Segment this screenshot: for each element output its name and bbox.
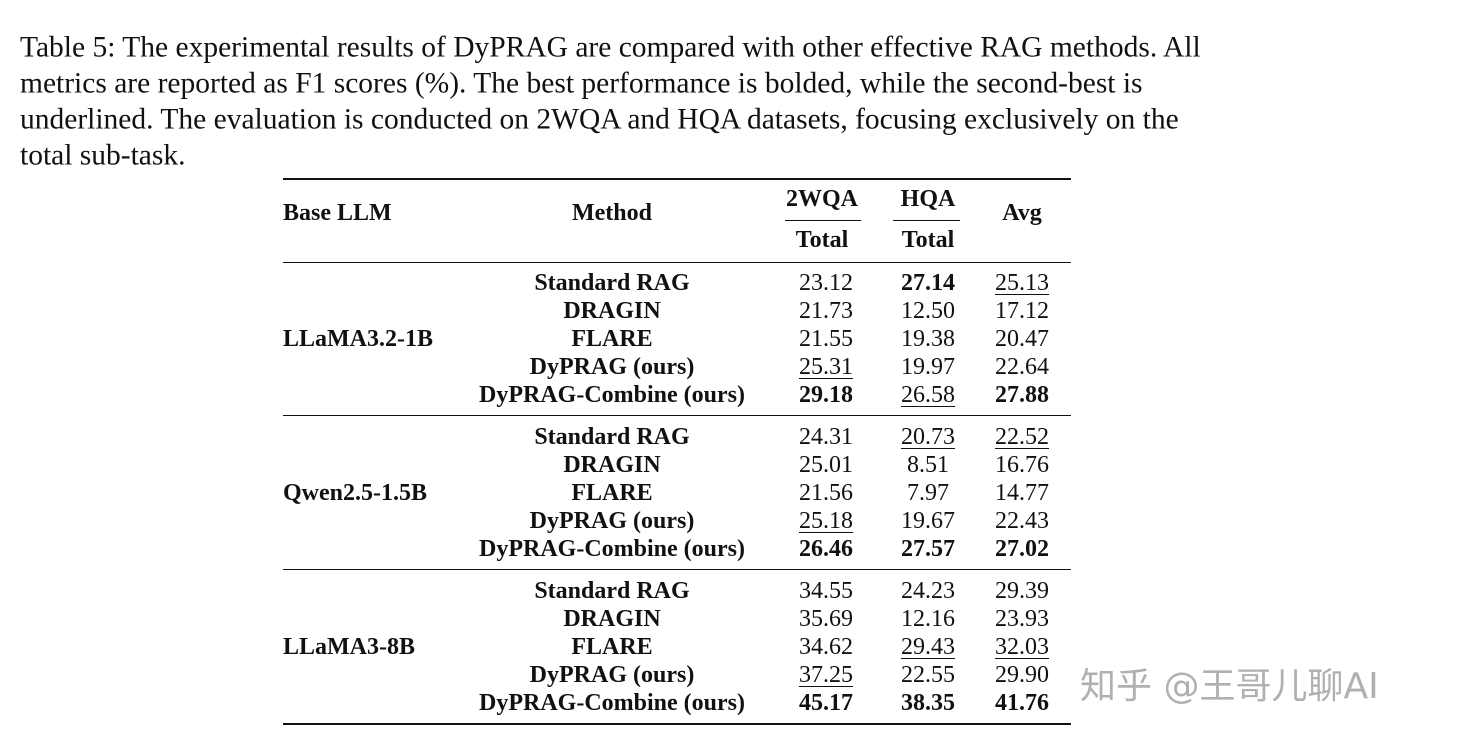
table-rule xyxy=(283,415,1071,416)
cell-value: 29.39 xyxy=(995,578,1049,604)
base-llm: LLaMA3-8B xyxy=(283,634,415,660)
table-rule xyxy=(785,220,861,221)
cell-value: 17.12 xyxy=(995,298,1049,324)
cell-value: 20.47 xyxy=(995,326,1049,352)
cell-value: 22.43 xyxy=(995,508,1049,534)
cell-value: 45.17 xyxy=(799,690,853,716)
method: DyPRAG-Combine (ours) xyxy=(479,690,745,716)
caption-line: total sub-task. xyxy=(20,139,186,172)
cell-value: 25.01 xyxy=(799,452,853,478)
table-rule xyxy=(283,262,1071,263)
method: Standard RAG xyxy=(534,578,690,604)
cell-value: 22.52 xyxy=(995,424,1049,450)
method: FLARE xyxy=(571,480,653,506)
cell-value: 27.88 xyxy=(995,382,1049,408)
cell-value: 16.76 xyxy=(995,452,1049,478)
cell-value: 35.69 xyxy=(799,606,853,632)
cell-value: 27.57 xyxy=(901,536,955,562)
cell-value: 29.43 xyxy=(901,634,955,660)
cell-value: 19.67 xyxy=(901,508,955,534)
cell-value: 23.12 xyxy=(799,270,853,296)
header-sub: Total xyxy=(901,227,955,253)
header-dataset: HQA xyxy=(900,186,956,212)
method: DyPRAG (ours) xyxy=(529,508,695,534)
caption-line: Table 5: The experimental results of DyP… xyxy=(20,31,1201,64)
cell-value: 23.93 xyxy=(995,606,1049,632)
caption-line: metrics are reported as F1 scores (%). T… xyxy=(20,67,1143,100)
method: DRAGIN xyxy=(563,298,661,324)
cell-value: 21.73 xyxy=(799,298,853,324)
base-llm: LLaMA3.2-1B xyxy=(283,326,433,352)
method: DRAGIN xyxy=(563,452,661,478)
cell-value: 27.02 xyxy=(995,536,1049,562)
cell-value: 24.31 xyxy=(799,424,853,450)
method: DyPRAG (ours) xyxy=(529,662,695,688)
cell-value: 21.56 xyxy=(799,480,853,506)
header-base-llm: Base LLM xyxy=(283,200,392,226)
method: DRAGIN xyxy=(563,606,661,632)
table-rule xyxy=(283,178,1071,180)
table-rule xyxy=(283,569,1071,570)
cell-value: 29.90 xyxy=(995,662,1049,688)
method: Standard RAG xyxy=(534,270,690,296)
cell-value: 19.38 xyxy=(901,326,955,352)
cell-value: 12.16 xyxy=(901,606,955,632)
table-rule xyxy=(283,723,1071,725)
cell-value: 25.31 xyxy=(799,354,853,380)
base-llm: Qwen2.5-1.5B xyxy=(283,480,427,506)
method: DyPRAG-Combine (ours) xyxy=(479,382,745,408)
cell-value: 26.46 xyxy=(799,536,853,562)
cell-value: 32.03 xyxy=(995,634,1049,660)
cell-value: 14.77 xyxy=(995,480,1049,506)
cell-value: 29.18 xyxy=(799,382,853,408)
cell-value: 25.18 xyxy=(799,508,853,534)
cell-value: 20.73 xyxy=(901,424,955,450)
method: DyPRAG-Combine (ours) xyxy=(479,536,745,562)
cell-value: 25.13 xyxy=(995,270,1049,296)
cell-value: 38.35 xyxy=(901,690,955,716)
cell-value: 34.55 xyxy=(799,578,853,604)
header-dataset: 2WQA xyxy=(786,186,858,212)
cell-value: 7.97 xyxy=(907,480,949,506)
method: FLARE xyxy=(571,634,653,660)
method: Standard RAG xyxy=(534,424,690,450)
cell-value: 37.25 xyxy=(799,662,853,688)
cell-value: 12.50 xyxy=(901,298,955,324)
cell-value: 22.64 xyxy=(995,354,1049,380)
cell-value: 8.51 xyxy=(907,452,949,478)
method: FLARE xyxy=(571,326,653,352)
method: DyPRAG (ours) xyxy=(529,354,695,380)
cell-value: 27.14 xyxy=(901,270,955,296)
header-method: Method xyxy=(572,200,652,226)
cell-value: 19.97 xyxy=(901,354,955,380)
table-rule xyxy=(893,220,960,221)
caption-line: underlined. The evaluation is conducted … xyxy=(20,103,1179,136)
watermark: 知乎 @王哥儿聊AI xyxy=(1080,666,1379,707)
cell-value: 26.58 xyxy=(901,382,955,408)
cell-value: 22.55 xyxy=(901,662,955,688)
cell-value: 24.23 xyxy=(901,578,955,604)
header-sub: Total xyxy=(795,227,849,253)
cell-value: 34.62 xyxy=(799,634,853,660)
header-avg: Avg xyxy=(1002,200,1042,226)
cell-value: 41.76 xyxy=(995,690,1049,716)
cell-value: 21.55 xyxy=(799,326,853,352)
